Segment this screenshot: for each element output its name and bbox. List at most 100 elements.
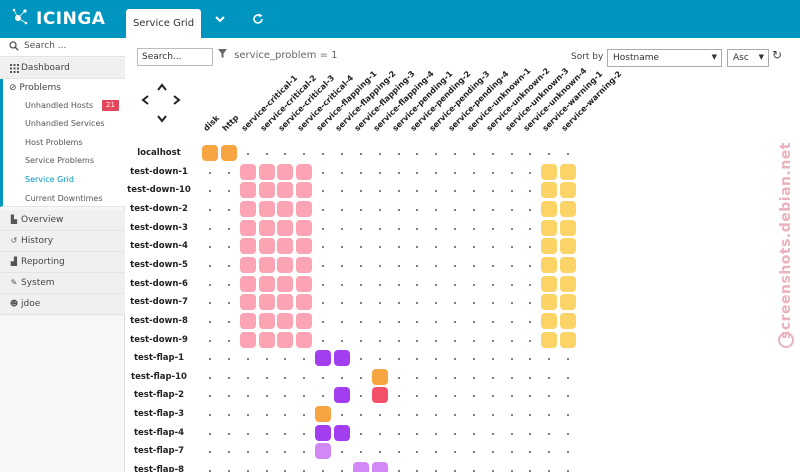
page-left-icon[interactable] [141, 94, 149, 109]
service-status-cell[interactable] [277, 331, 294, 348]
service-status-cell[interactable] [296, 294, 313, 311]
service-status-cell[interactable] [560, 238, 577, 255]
sidebar-item-history[interactable]: ↺ History [0, 231, 125, 252]
service-status-cell[interactable] [277, 200, 294, 217]
service-status-cell[interactable] [220, 145, 237, 161]
page-up-icon[interactable] [156, 80, 168, 94]
service-status-cell[interactable] [296, 331, 313, 348]
service-status-cell[interactable] [258, 200, 275, 217]
sidebar-item-service-grid[interactable]: Service Grid [25, 175, 74, 184]
sidebar-item-system[interactable]: ✎ System [0, 273, 125, 294]
service-status-cell[interactable] [541, 219, 558, 236]
service-status-cell[interactable] [239, 182, 256, 199]
service-status-cell[interactable] [258, 312, 275, 329]
host-row-label[interactable]: test-down-7 [130, 297, 188, 308]
service-status-cell[interactable] [296, 163, 313, 180]
host-row-label[interactable]: test-flap-8 [133, 465, 185, 472]
service-status-cell[interactable] [277, 294, 294, 311]
service-status-cell[interactable] [541, 200, 558, 217]
host-row-label[interactable]: test-down-6 [130, 278, 188, 289]
service-status-cell[interactable] [239, 275, 256, 292]
sidebar-search[interactable]: Search ... [0, 38, 125, 57]
service-status-cell[interactable] [296, 275, 313, 292]
sidebar-item-problems[interactable]: ⊘ Problems [9, 83, 61, 93]
service-status-cell[interactable] [258, 294, 275, 311]
service-status-cell[interactable] [296, 182, 313, 199]
service-status-cell[interactable] [333, 424, 350, 441]
host-row-label[interactable]: test-flap-4 [133, 427, 185, 438]
sidebar-item-user[interactable]: ☻ jdoe [0, 294, 125, 315]
service-status-cell[interactable] [258, 219, 275, 236]
service-status-cell[interactable] [315, 350, 332, 367]
service-status-cell[interactable] [560, 275, 577, 292]
service-status-cell[interactable] [277, 182, 294, 199]
host-row-label[interactable]: test-down-3 [130, 222, 188, 233]
service-status-cell[interactable] [277, 275, 294, 292]
host-row-label[interactable]: test-down-10 [127, 185, 191, 196]
service-status-cell[interactable] [296, 312, 313, 329]
icinga-logo[interactable]: ICINGA [10, 6, 115, 32]
service-status-cell[interactable] [239, 200, 256, 217]
service-status-cell[interactable] [541, 182, 558, 199]
host-row-label[interactable]: test-down-8 [130, 315, 188, 326]
refresh-icon[interactable] [250, 13, 266, 29]
service-status-cell[interactable] [541, 163, 558, 180]
sidebar-item-current-downtimes[interactable]: Current Downtimes [25, 194, 103, 203]
service-status-cell[interactable] [239, 294, 256, 311]
chevron-down-icon[interactable] [212, 13, 228, 29]
service-status-cell[interactable] [296, 238, 313, 255]
service-status-cell[interactable] [352, 462, 369, 472]
host-row-label[interactable]: localhost [137, 148, 181, 158]
filter-expression[interactable]: service_problem = 1 [218, 49, 337, 61]
sidebar-item-dashboard[interactable]: Dashboard [0, 58, 125, 79]
service-column-header[interactable]: http [220, 113, 241, 133]
host-row-label[interactable]: test-down-1 [130, 166, 188, 177]
host-row-label[interactable]: test-flap-10 [131, 371, 187, 382]
sidebar-item-unhandled-hosts[interactable]: Unhandled Hosts [25, 101, 94, 110]
service-status-cell[interactable] [333, 387, 350, 404]
sort-direction-select[interactable]: Asc ▼ [727, 49, 769, 67]
service-status-cell[interactable] [541, 294, 558, 311]
service-status-cell[interactable] [258, 238, 275, 255]
service-status-cell[interactable] [560, 312, 577, 329]
service-status-cell[interactable] [541, 238, 558, 255]
service-status-cell[interactable] [277, 256, 294, 273]
service-status-cell[interactable] [277, 238, 294, 255]
service-status-cell[interactable] [258, 256, 275, 273]
host-row-label[interactable]: test-flap-7 [133, 446, 185, 457]
service-status-cell[interactable] [258, 163, 275, 180]
service-status-cell[interactable] [541, 312, 558, 329]
host-row-label[interactable]: test-down-2 [130, 203, 188, 214]
host-row-label[interactable]: test-down-9 [130, 334, 188, 345]
service-status-cell[interactable] [371, 387, 388, 404]
service-column-header[interactable]: disk [201, 113, 222, 133]
service-status-cell[interactable] [296, 200, 313, 217]
service-status-cell[interactable] [258, 182, 275, 199]
host-row-label[interactable]: test-down-5 [130, 259, 188, 270]
service-status-cell[interactable] [371, 462, 388, 472]
service-status-cell[interactable] [333, 350, 350, 367]
service-status-cell[interactable] [560, 200, 577, 217]
service-status-cell[interactable] [277, 219, 294, 236]
host-row-label[interactable]: test-flap-1 [133, 353, 185, 364]
service-status-cell[interactable] [239, 219, 256, 236]
service-status-cell[interactable] [258, 275, 275, 292]
page-down-icon[interactable] [156, 112, 168, 126]
service-status-cell[interactable] [560, 256, 577, 273]
service-status-cell[interactable] [239, 312, 256, 329]
service-status-cell[interactable] [239, 256, 256, 273]
service-status-cell[interactable] [560, 182, 577, 199]
host-row-label[interactable]: test-flap-2 [133, 390, 185, 401]
service-status-cell[interactable] [560, 219, 577, 236]
sort-field-select[interactable]: Hostname ▼ [607, 49, 722, 67]
service-status-cell[interactable] [239, 238, 256, 255]
sidebar-item-unhandled-services[interactable]: Unhandled Services [25, 119, 105, 128]
sidebar-item-service-problems[interactable]: Service Problems [25, 156, 94, 165]
service-status-cell[interactable] [371, 368, 388, 385]
sidebar-item-host-problems[interactable]: Host Problems [25, 138, 83, 147]
page-right-icon[interactable] [173, 94, 181, 109]
service-status-cell[interactable] [560, 331, 577, 348]
service-status-cell[interactable] [296, 256, 313, 273]
service-status-cell[interactable] [296, 219, 313, 236]
service-status-cell[interactable] [315, 443, 332, 460]
